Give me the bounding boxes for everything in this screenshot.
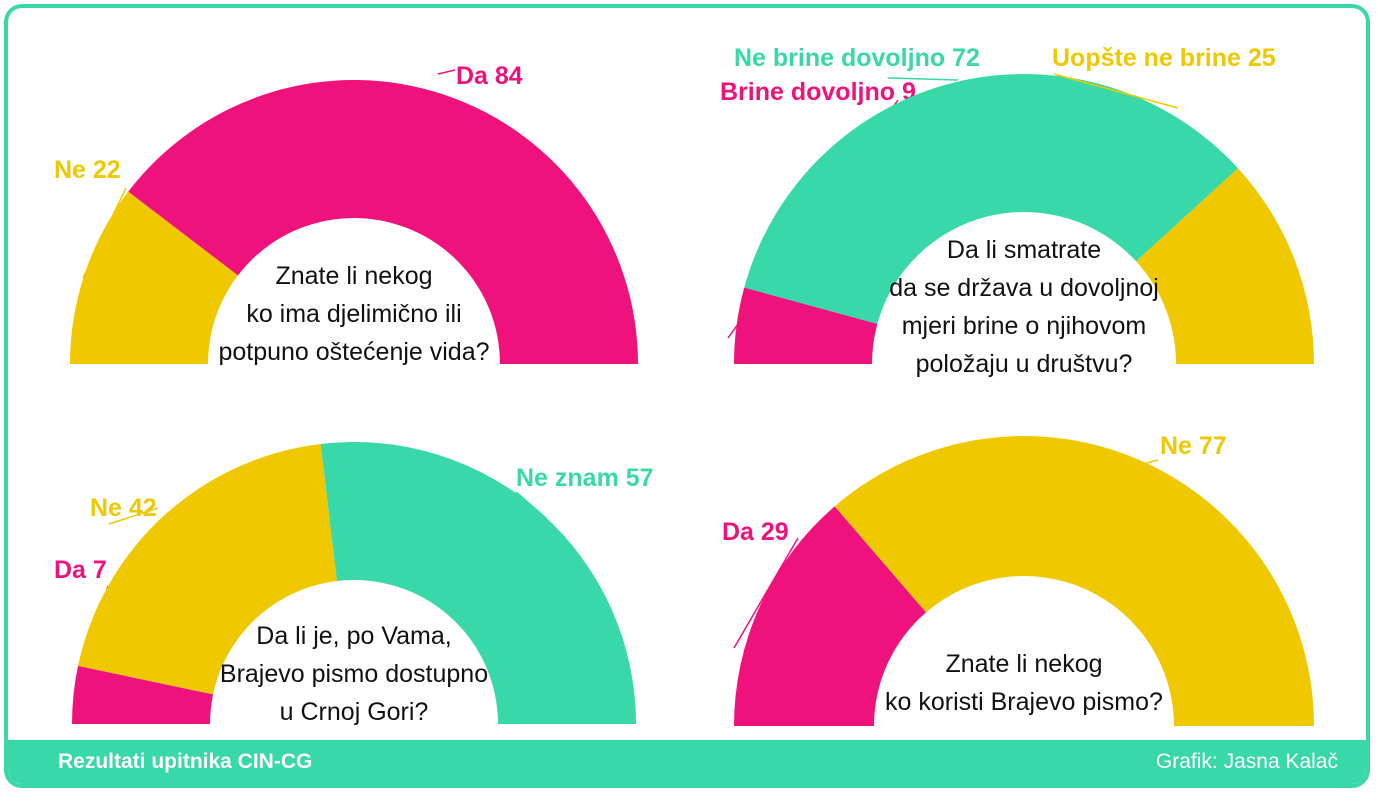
chart-1-question-line: Znate li nekog xyxy=(275,262,432,290)
chart-2-slice-2 xyxy=(744,74,1238,324)
chart-1-slice-2 xyxy=(128,80,638,365)
chart-1-leader-2 xyxy=(437,69,456,75)
chart-1-label-1: Ne 22 xyxy=(54,156,121,184)
chart-3-slice-2 xyxy=(78,443,337,695)
chart-2-question-line: da se država u dovoljnoj xyxy=(889,274,1159,302)
chart-4-question-line: Znate li nekog xyxy=(945,650,1102,678)
chart-2-label-1: Brine dovoljno 9 xyxy=(720,78,916,106)
chart-3-label-3: Ne znam 57 xyxy=(516,464,654,492)
chart-3-leader-3 xyxy=(515,491,547,519)
chart-3-question-line: Brajevo pismo dostupno xyxy=(220,660,488,688)
chart-2-slice-3 xyxy=(1136,168,1314,364)
chart-1: Ne 22 Da 84 Znate li nekog ko ima djelimičn… xyxy=(54,62,638,366)
chart-3-leader-2 xyxy=(108,507,159,525)
chart-3-question-line: u Crnoj Gori? xyxy=(280,698,429,726)
chart-3-slice-1 xyxy=(72,665,214,724)
chart-2-slice-1 xyxy=(734,287,878,364)
chart-1-slice-1 xyxy=(70,191,238,364)
chart-3: Da 7 Ne 42 Ne znam 57 Da li je, po Vama, Bra… xyxy=(54,442,654,726)
chart-4: Da 29 Ne 77 Znate li nekog ko koristi Braje… xyxy=(722,432,1314,726)
chart-4-slice-2 xyxy=(834,436,1314,726)
chart-1-question-line: ko ima djelimično ili xyxy=(246,300,461,328)
chart-2-label-3: Uopšte ne brine 25 xyxy=(1052,44,1276,72)
chart-4-leader-2 xyxy=(1127,459,1159,469)
chart-3-slice-3 xyxy=(320,442,636,724)
chart-4-slice-1 xyxy=(734,506,927,726)
chart-4-leader-1 xyxy=(733,537,799,649)
charts-canvas: Ne 22 Da 84 Znate li nekog ko ima djelimičn… xyxy=(54,44,1314,726)
chart-3-question-line: Da li je, po Vama, xyxy=(256,622,451,650)
chart-3-label-2: Ne 42 xyxy=(90,494,157,522)
chart-1-question-line: potpuno oštećenje vida? xyxy=(218,338,489,366)
chart-4-label-1: Da 29 xyxy=(722,518,789,546)
chart-3-label-1: Da 7 xyxy=(54,556,107,584)
chart-1-leader-1 xyxy=(82,187,127,279)
chart-2-question-line: položaju u društvu? xyxy=(916,350,1133,378)
footer-bar: Rezultati upitnika CIN-CG Grafik: Jasna … xyxy=(8,740,1366,784)
chart-2-question-line: mjeri brine o njihovom xyxy=(902,312,1147,340)
chart-2-leader-3 xyxy=(1053,73,1179,109)
chart-1-label-2: Da 84 xyxy=(456,62,523,90)
chart-4-question-line: ko koristi Brajevo pismo? xyxy=(885,688,1163,716)
chart-2-label-2: Ne brine dovoljno 72 xyxy=(734,44,980,72)
footer-credit: Grafik: Jasna Kalač xyxy=(1155,750,1338,773)
footer-source: Rezultati upitnika CIN-CG xyxy=(58,750,313,773)
chart-2: Brine dovoljno 9 Ne brine dovoljno 72 Uopš… xyxy=(720,44,1314,378)
chart-2-question-line: Da li smatrate xyxy=(947,236,1101,264)
chart-4-label-2: Ne 77 xyxy=(1160,432,1227,460)
infographic-frame: Ne 22 Da 84 Znate li nekog ko ima djelimičn… xyxy=(4,4,1370,788)
chart-2-leader-2 xyxy=(887,77,959,81)
